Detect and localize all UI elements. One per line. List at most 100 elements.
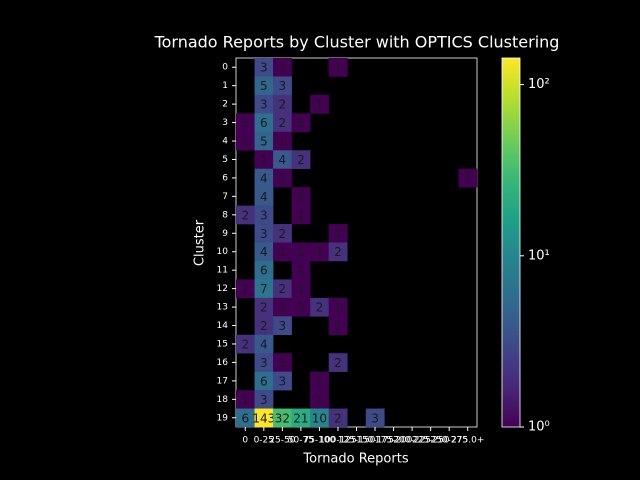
heatmap-cell [310, 297, 329, 317]
cell-label: 1 [241, 393, 249, 407]
heatmap-cell [328, 316, 348, 336]
cell-label: 1 [297, 264, 305, 278]
x-tick-label: 200-225 [393, 436, 431, 446]
cell-label: 2 [334, 356, 342, 370]
heatmap-cell [310, 408, 329, 428]
y-tick-label: 13 [217, 303, 228, 313]
cell-label: 2 [241, 337, 249, 351]
heatmap-cell [236, 390, 255, 409]
heatmap-cell [236, 113, 255, 133]
y-tick-label: 19 [217, 413, 229, 423]
cell-label: 1 [279, 135, 287, 149]
x-tick-label: 125-150 [338, 436, 376, 446]
heatmap-cell [254, 113, 274, 133]
heatmap-cell [273, 297, 292, 317]
cell-label: 2 [279, 98, 287, 112]
heatmap-cell [254, 76, 274, 96]
heatmap-cell [236, 279, 255, 299]
y-tick-label: 7 [222, 192, 228, 202]
heatmap-cell [291, 242, 311, 262]
heatmap-cell [273, 408, 292, 428]
x-tick-label: 0-25 [254, 436, 274, 446]
cell-label: 6 [260, 264, 268, 278]
cell-label: 1 [260, 153, 268, 167]
cell-label: 2 [279, 282, 287, 296]
chart-title: Tornado Reports by Cluster with OPTICS C… [154, 33, 560, 52]
colorbar-tick-label: 10¹ [528, 248, 550, 263]
cell-label: 4 [260, 190, 268, 204]
cell-label: 1 [316, 98, 324, 112]
heatmap-cell [254, 224, 274, 243]
x-tick-label: 50-75 [288, 436, 314, 446]
x-tick-label: 275.0+ [451, 436, 484, 446]
cell-label: 3 [279, 319, 287, 333]
cell-label: 5 [260, 79, 268, 93]
x-tick-label: 250-275 [430, 436, 468, 446]
cell-label: 6 [260, 374, 268, 388]
y-tick-label: 17 [217, 376, 228, 386]
heatmap-cell [273, 131, 292, 151]
cell-label: 3 [260, 393, 268, 407]
x-tick-label: 175-200 [375, 436, 413, 446]
cell-label: 3 [260, 227, 268, 241]
heatmap-cell [254, 205, 274, 225]
heatmap-cell [236, 334, 255, 354]
heatmap-cell [310, 242, 329, 262]
heatmap-cell [273, 94, 292, 114]
cell-label: 143 [252, 411, 275, 425]
heatmap-cell [273, 279, 292, 299]
heatmap-cell [254, 408, 274, 428]
cell-label: 1 [241, 116, 249, 130]
y-tick-label: 3 [222, 118, 228, 128]
x-axis-label: Tornado Reports [302, 452, 408, 467]
cell-label: 1 [297, 208, 305, 222]
heatmap-cell [291, 408, 311, 428]
heatmap-cell [291, 150, 311, 169]
cell-label: 1 [297, 282, 305, 296]
cell-label: 2 [297, 153, 305, 167]
cell-label: 2 [316, 301, 324, 315]
heatmap-cell [254, 353, 274, 372]
cell-label: 1 [334, 301, 342, 315]
cell-label: 2 [334, 411, 342, 425]
cell-label: 1 [334, 61, 342, 75]
heatmap-cell [254, 390, 274, 409]
y-tick-label: 9 [222, 229, 228, 239]
heatmap-cell [273, 150, 292, 169]
y-axis-label: Cluster [193, 219, 208, 266]
cell-label: 1 [316, 393, 324, 407]
cell-label: 1 [279, 61, 287, 75]
cell-label: 6 [241, 411, 249, 425]
heatmap-cell [310, 94, 329, 114]
cell-label: 1 [279, 245, 287, 259]
heatmap-cell [310, 390, 329, 409]
cell-label: 1 [316, 374, 324, 388]
y-tick-label: 14 [217, 321, 229, 331]
heatmap-cell [328, 297, 348, 317]
cell-label: 1 [297, 190, 305, 204]
y-tick-label: 4 [222, 137, 228, 147]
heatmap-cell [291, 205, 311, 225]
cell-label: 1 [316, 245, 324, 259]
cell-label: 1 [279, 301, 287, 315]
y-tick-label: 12 [217, 284, 228, 294]
heatmap-cell [254, 168, 274, 188]
heatmap-cell [254, 242, 274, 262]
heatmap-cell [273, 242, 292, 262]
heatmap-cell [365, 408, 385, 428]
cell-label: 3 [260, 61, 268, 75]
cell-label: 4 [260, 171, 268, 185]
cell-label: 1 [334, 227, 342, 241]
heatmap-cell [273, 113, 292, 133]
heatmap-cell [236, 408, 255, 428]
cell-label: 3 [260, 208, 268, 222]
cell-label: 21 [293, 411, 308, 425]
cell-label: 2 [260, 301, 268, 315]
y-tick-label: 2 [222, 100, 228, 110]
cell-label: 4 [260, 245, 268, 259]
cell-label: 4 [260, 337, 268, 351]
heatmap-cell [254, 334, 274, 354]
cell-label: 3 [279, 79, 287, 93]
heatmap-cell [273, 58, 292, 77]
